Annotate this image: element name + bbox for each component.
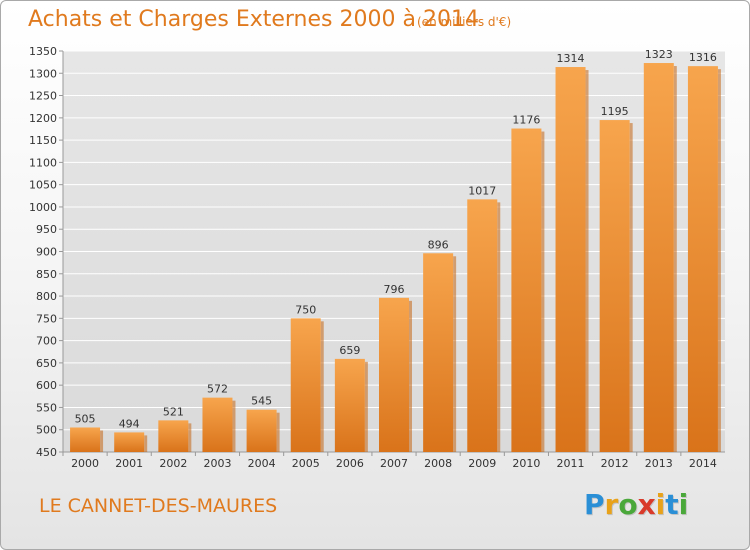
y-tick-label: 1350 — [29, 45, 57, 58]
y-tick-label: 1000 — [29, 201, 57, 214]
bar-shadow — [144, 435, 148, 452]
y-tick-label: 500 — [36, 424, 57, 437]
data-label-2013: 1323 — [645, 48, 673, 61]
logo-letter: i — [655, 488, 666, 521]
bar-shadow — [453, 256, 457, 452]
bar-2002 — [158, 420, 189, 452]
y-tick-label: 1150 — [29, 134, 57, 147]
x-tick-label-2012: 2012 — [601, 457, 629, 470]
logo-letter: r — [604, 488, 619, 521]
bar-2006 — [334, 358, 365, 452]
x-tick-label-2001: 2001 — [115, 457, 143, 470]
bar-shadow — [541, 131, 545, 452]
chart-title: Achats et Charges Externes 2000 à 2014 — [28, 7, 479, 32]
logo-letter: P — [584, 488, 605, 521]
x-tick-label-2005: 2005 — [292, 457, 320, 470]
x-tick-label-2010: 2010 — [512, 457, 540, 470]
y-tick-label: 750 — [36, 312, 57, 325]
data-label-2009: 1017 — [468, 184, 496, 197]
logo-letter: x — [637, 488, 656, 521]
data-label-2008: 896 — [428, 238, 449, 251]
x-tick-label-2011: 2011 — [557, 457, 585, 470]
data-label-2004: 545 — [251, 395, 272, 408]
bar-2003 — [202, 397, 233, 452]
x-tick-label-2004: 2004 — [248, 457, 276, 470]
y-tick-label: 550 — [36, 401, 57, 414]
commune-name: LE CANNET-DES-MAURES — [39, 495, 278, 517]
x-tick-label-2002: 2002 — [159, 457, 187, 470]
data-label-2014: 1316 — [689, 51, 717, 64]
bar-shadow — [497, 202, 501, 452]
bar-shadow — [232, 400, 236, 452]
bar-2008 — [423, 253, 454, 452]
data-label-2006: 659 — [339, 344, 360, 357]
data-labels: 505 494 521 572 545 750 659 796 896 1017 1176 1314 1… — [75, 48, 717, 430]
y-tick-label: 950 — [36, 223, 57, 236]
bar-2005 — [290, 318, 321, 452]
data-label-2001: 494 — [119, 417, 140, 430]
x-axis-ticks: 2000 2001 2002 2003 2004 2005 2006 2007 2008 2009… — [62, 452, 717, 470]
bar-2004 — [246, 409, 277, 452]
bar-shadow — [276, 412, 280, 452]
bar-shadow — [585, 70, 589, 452]
x-tick-label-2013: 2013 — [645, 457, 673, 470]
bar-2012 — [599, 120, 630, 453]
y-tick-label: 1300 — [29, 67, 57, 80]
x-tick-label-2003: 2003 — [203, 457, 231, 470]
bar-2013 — [643, 63, 674, 452]
x-tick-label-2007: 2007 — [380, 457, 408, 470]
x-tick-label-2014: 2014 — [689, 457, 717, 470]
data-label-2012: 1195 — [601, 105, 629, 118]
x-tick-label-2009: 2009 — [468, 457, 496, 470]
data-label-2002: 521 — [163, 405, 184, 418]
bar-shadow — [629, 123, 633, 453]
bar-2007 — [379, 297, 409, 452]
y-tick-label: 450 — [36, 446, 57, 459]
y-tick-label: 900 — [36, 246, 57, 259]
logo-letter: t — [665, 488, 679, 521]
bar-2010 — [511, 128, 542, 452]
bar-2014 — [687, 66, 718, 452]
y-tick-label: 850 — [36, 268, 57, 281]
y-tick-label: 800 — [36, 290, 57, 303]
bar-shadow — [717, 69, 721, 452]
bar-shadow — [673, 66, 677, 452]
x-tick-label-2000: 2000 — [71, 457, 99, 470]
data-label-2011: 1314 — [557, 52, 585, 65]
y-tick-label: 700 — [36, 335, 57, 348]
bar-shadow — [188, 423, 192, 452]
bar-shadow — [320, 321, 324, 452]
data-label-2005: 750 — [295, 303, 316, 316]
y-tick-label: 650 — [36, 357, 57, 370]
bar-2000 — [70, 427, 101, 452]
x-tick-label-2008: 2008 — [424, 457, 452, 470]
chart-subtitle: (en milliers d'€) — [417, 15, 512, 29]
proxiti-logo: Proxiti — [584, 488, 688, 521]
y-tick-label: 600 — [36, 379, 57, 392]
data-label-2010: 1176 — [512, 114, 540, 127]
data-label-2007: 796 — [384, 283, 405, 296]
bar-shadow — [409, 300, 412, 452]
logo-letter: i — [678, 488, 689, 521]
bars — [70, 63, 721, 453]
bar-shadow — [100, 430, 104, 452]
bar-2001 — [114, 432, 145, 452]
data-label-2003: 572 — [207, 383, 228, 396]
y-tick-label: 1100 — [29, 156, 57, 169]
y-tick-label: 1200 — [29, 112, 57, 125]
y-tick-label: 1250 — [29, 90, 57, 103]
y-tick-label: 1050 — [29, 179, 57, 192]
bar-2009 — [467, 199, 498, 452]
logo-letter: o — [618, 488, 638, 521]
bar-shadow — [364, 361, 368, 452]
x-tick-label-2006: 2006 — [336, 457, 364, 470]
bar-2011 — [555, 67, 586, 452]
data-label-2000: 505 — [75, 412, 96, 425]
